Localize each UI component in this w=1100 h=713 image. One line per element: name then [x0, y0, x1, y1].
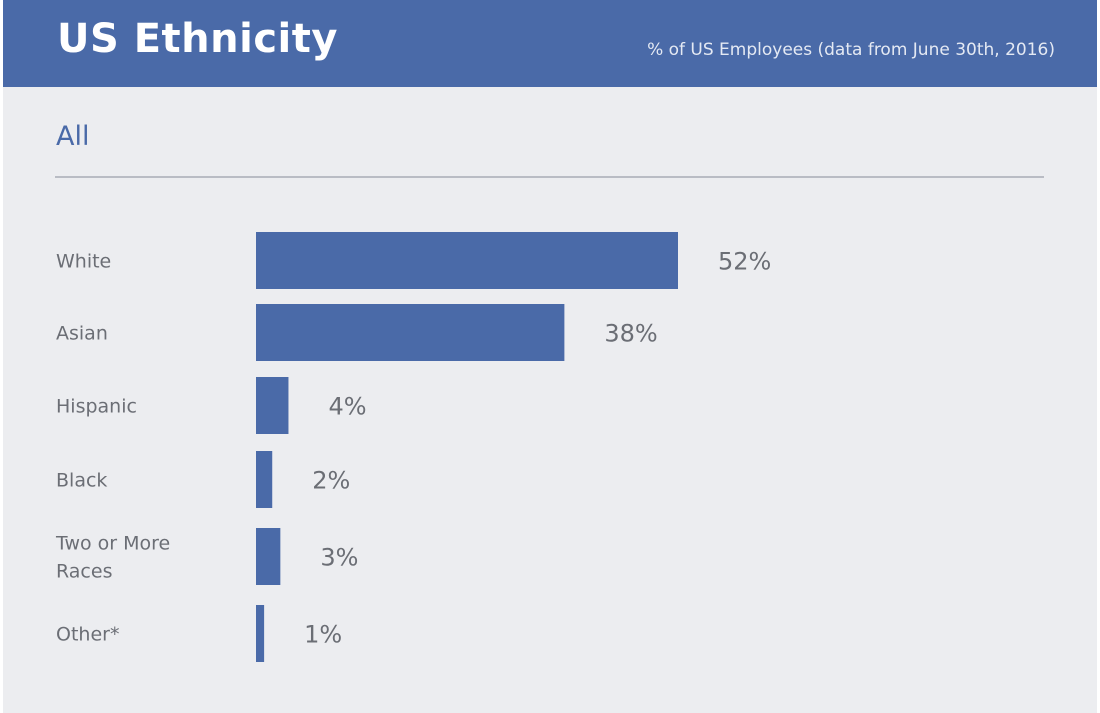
category-label-5: Other*	[56, 624, 119, 646]
bar-0	[256, 232, 678, 289]
value-label-3: 2%	[312, 467, 350, 495]
bar-1	[256, 304, 565, 361]
bar-2	[256, 377, 289, 434]
value-label-4: 3%	[320, 544, 358, 572]
value-label-2: 4%	[328, 393, 366, 421]
category-label-3: Black	[56, 470, 107, 492]
category-label-4-line-0: Two or More	[55, 533, 170, 555]
section-title: All	[56, 121, 90, 152]
value-label-1: 38%	[604, 320, 657, 348]
value-label-0: 52%	[718, 248, 771, 276]
category-label-2: Hispanic	[56, 396, 137, 418]
chart-panel: US Ethnicity % of US Employees (data fro…	[3, 0, 1097, 713]
page-subtitle: % of US Employees (data from June 30th, …	[647, 40, 1055, 60]
bar-4	[256, 528, 281, 585]
bar-5	[256, 605, 265, 662]
bar-chart: White 52% Asian 38% Hispanic 4% Black 2% Two or …	[55, 232, 771, 662]
category-label-1: Asian	[56, 323, 108, 345]
category-label-0: White	[56, 251, 111, 273]
page-title: US Ethnicity	[57, 16, 338, 62]
category-label-4-line-1: Races	[56, 561, 112, 583]
header-bar: US Ethnicity % of US Employees (data fro…	[3, 0, 1097, 87]
value-label-5: 1%	[304, 621, 342, 649]
section-divider	[55, 176, 1044, 178]
bar-3	[256, 451, 273, 508]
